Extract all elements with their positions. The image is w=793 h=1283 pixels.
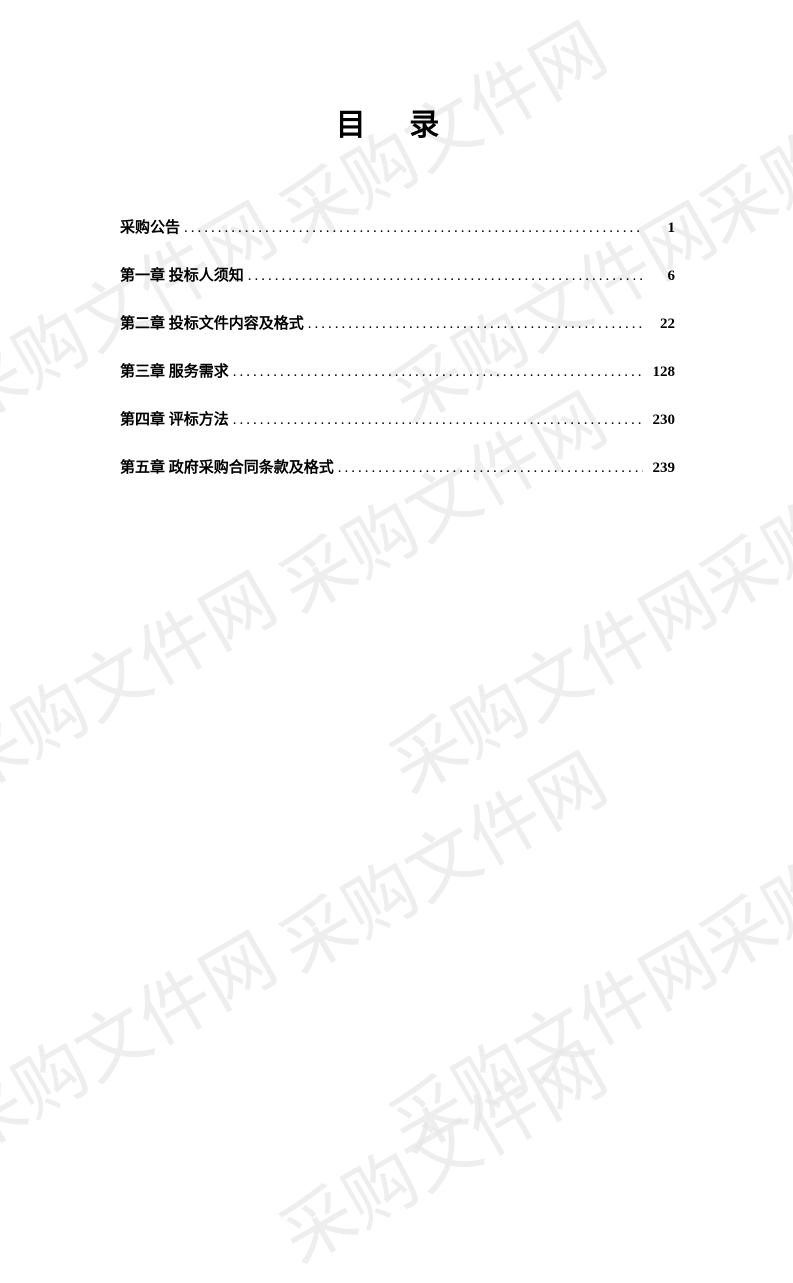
table-of-contents: 采购公告 ...................................… [120, 216, 675, 477]
toc-entry-page: 6 [647, 268, 675, 285]
toc-entry-label: 第一章 投标人须知 [120, 264, 244, 285]
toc-entry-page: 1 [647, 220, 675, 237]
toc-entry: 第四章 评标方法 ...............................… [120, 408, 675, 429]
toc-dot-leader: ........................................… [184, 220, 643, 237]
toc-dot-leader: ........................................… [308, 316, 643, 333]
page-content: 目 录 采购公告 ...............................… [0, 0, 793, 477]
watermark: 采购文件网 [0, 542, 292, 813]
toc-entry: 第五章 政府采购合同条款及格式 ........................… [120, 456, 675, 477]
toc-entry-label: 第四章 评标方法 [120, 408, 229, 429]
toc-entry: 采购公告 ...................................… [120, 216, 675, 237]
toc-dot-leader: ........................................… [233, 364, 643, 381]
toc-entry-label: 第五章 政府采购合同条款及格式 [120, 456, 334, 477]
watermark: 采购文件网 [258, 722, 622, 993]
watermark: 采购文件网 [368, 902, 732, 1173]
toc-entry-page: 22 [647, 316, 675, 333]
toc-entry: 第三章 服务需求 ...............................… [120, 360, 675, 381]
toc-entry-page: 128 [647, 364, 675, 381]
toc-dot-leader: ........................................… [248, 268, 643, 285]
toc-dot-leader: ........................................… [233, 412, 643, 429]
toc-entry-label: 第三章 服务需求 [120, 360, 229, 381]
toc-entry: 第二章 投标文件内容及格式 ..........................… [120, 312, 675, 333]
watermark: 采购文件网 [0, 902, 292, 1173]
watermark: 采购文件网 [368, 542, 732, 813]
watermark: 采购文件网 [678, 722, 793, 993]
toc-entry-label: 第二章 投标文件内容及格式 [120, 312, 304, 333]
toc-dot-leader: ........................................… [338, 460, 643, 477]
toc-entry-page: 230 [647, 412, 675, 429]
toc-entry-label: 采购公告 [120, 216, 180, 237]
toc-entry: 第一章 投标人须知 ..............................… [120, 264, 675, 285]
watermark: 采购文件网 [258, 1012, 622, 1283]
toc-title: 目 录 [0, 100, 793, 144]
toc-entry-page: 239 [647, 460, 675, 477]
